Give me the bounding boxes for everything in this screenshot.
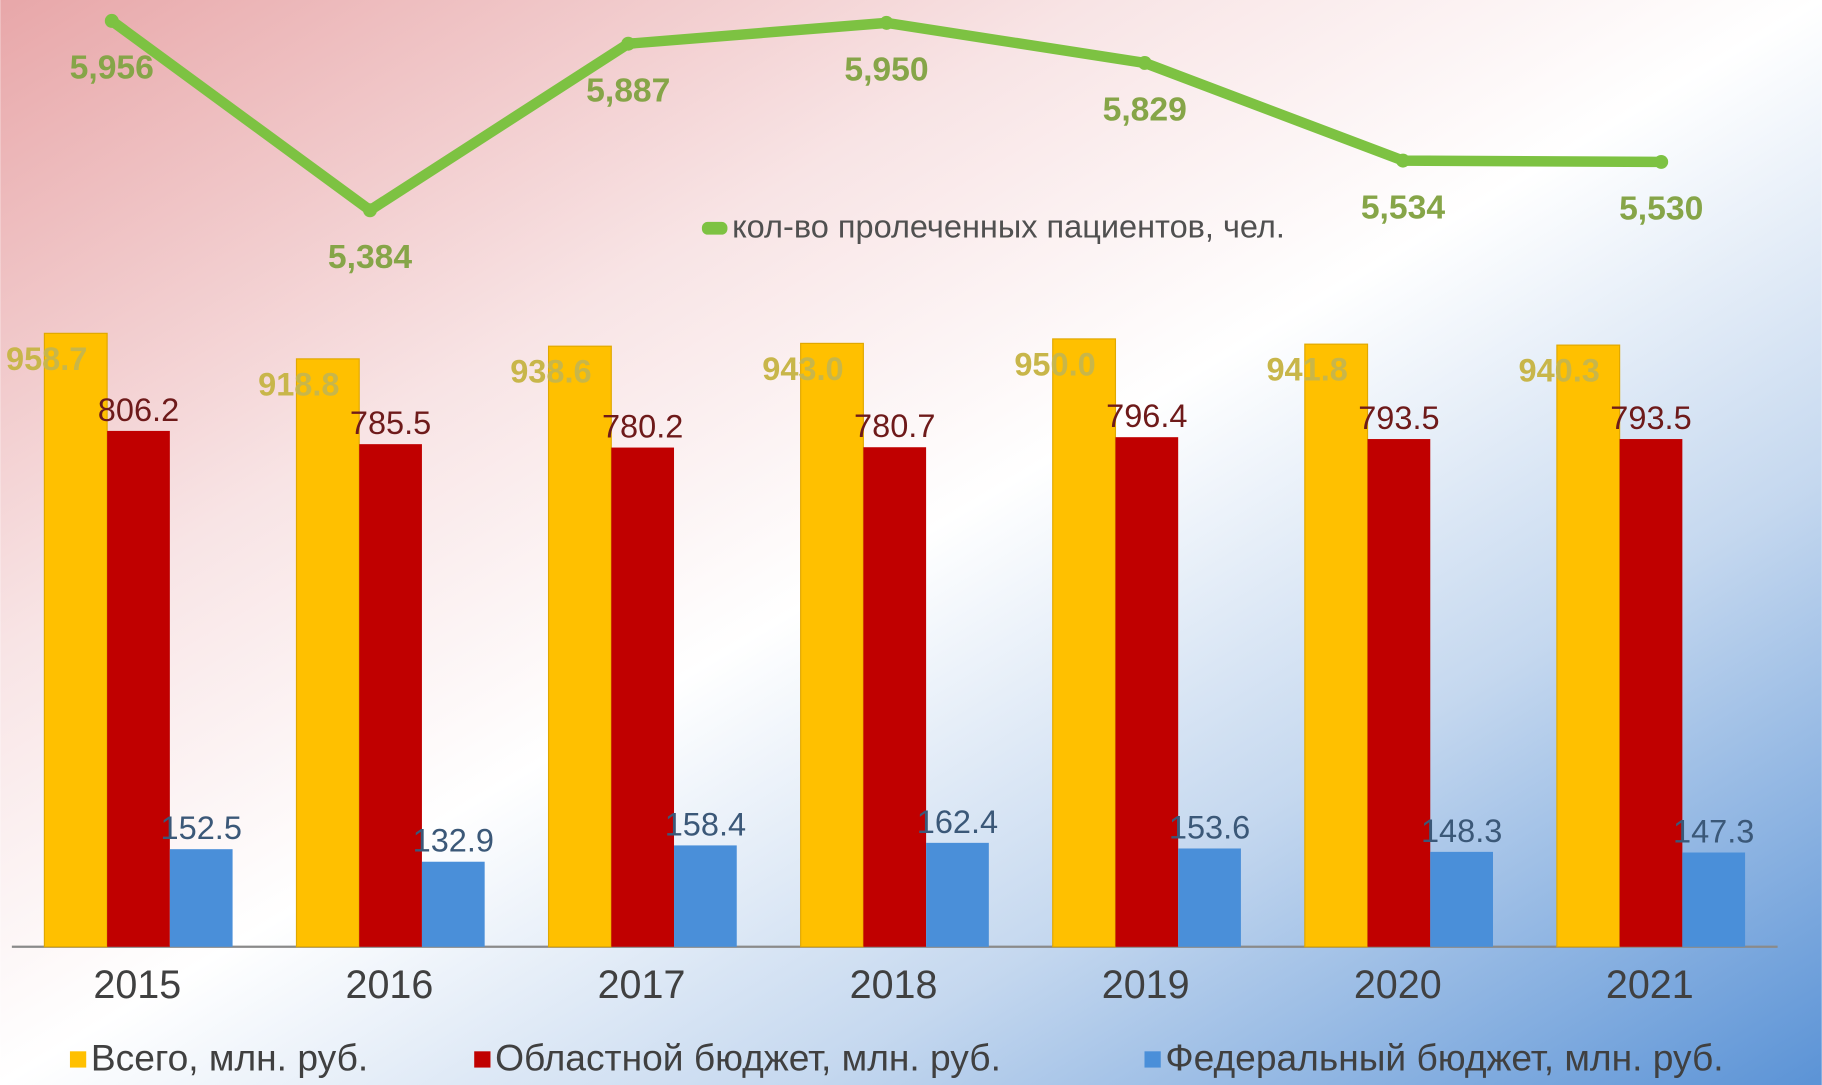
data-label: 5,956 bbox=[70, 50, 154, 87]
bar bbox=[295, 358, 360, 948]
bar bbox=[1178, 848, 1241, 947]
data-label: 5,384 bbox=[328, 239, 413, 276]
legend-swatch bbox=[701, 221, 728, 235]
data-label: 132.9 bbox=[413, 823, 494, 859]
data-label: 793.5 bbox=[1610, 400, 1691, 436]
bar bbox=[863, 447, 927, 947]
data-label: 5,530 bbox=[1619, 191, 1703, 228]
data-label: 958.7 bbox=[6, 341, 87, 377]
data-label: 941.8 bbox=[1266, 352, 1347, 388]
line-point bbox=[879, 15, 894, 30]
bar bbox=[926, 842, 989, 947]
bar bbox=[1430, 851, 1493, 947]
bar bbox=[43, 332, 108, 948]
data-label: 5,534 bbox=[1361, 189, 1446, 226]
bar bbox=[1367, 439, 1431, 947]
data-label: 5,950 bbox=[844, 52, 928, 89]
data-label: 148.3 bbox=[1421, 813, 1502, 849]
legend-label: Всего, млн. руб. bbox=[91, 1036, 368, 1078]
bar bbox=[547, 345, 612, 948]
data-label: 940.3 bbox=[1519, 353, 1600, 389]
bar bbox=[359, 444, 422, 947]
bar bbox=[800, 342, 864, 948]
data-label: 147.3 bbox=[1673, 814, 1754, 850]
data-label: 780.2 bbox=[602, 409, 683, 445]
data-label: 918.8 bbox=[258, 366, 339, 402]
bar bbox=[169, 849, 233, 947]
data-label: 950.0 bbox=[1014, 346, 1095, 382]
data-label: 162.4 bbox=[917, 804, 998, 840]
x-tick-label: 2021 bbox=[1606, 963, 1694, 1007]
bar bbox=[421, 861, 485, 947]
x-tick-label: 2020 bbox=[1354, 963, 1442, 1007]
legend-label: Областной бюджет, млн. руб. bbox=[495, 1036, 1001, 1078]
data-label: 780.7 bbox=[854, 408, 935, 444]
data-label: 153.6 bbox=[1169, 809, 1250, 845]
data-label: 5,829 bbox=[1103, 92, 1187, 129]
x-tick-label: 2015 bbox=[93, 963, 181, 1007]
data-label: 5,887 bbox=[586, 72, 670, 109]
data-label: 796.4 bbox=[1106, 398, 1187, 434]
line-point bbox=[1654, 154, 1669, 169]
legend-swatch bbox=[474, 1051, 491, 1068]
x-tick-label: 2018 bbox=[850, 963, 938, 1007]
legend-label: Федеральный бюджет, млн. руб. bbox=[1165, 1036, 1723, 1078]
data-label: 806.2 bbox=[98, 392, 179, 428]
line-point bbox=[363, 203, 377, 218]
line-point bbox=[1137, 55, 1152, 70]
bar bbox=[1682, 852, 1746, 947]
data-label: 793.5 bbox=[1358, 400, 1439, 436]
legend-label: кол-во пролеченных пациентов, чел. bbox=[732, 208, 1285, 244]
bar bbox=[1619, 439, 1683, 947]
legend-swatch bbox=[69, 1051, 87, 1068]
bar bbox=[1304, 343, 1369, 948]
data-label: 152.5 bbox=[161, 810, 242, 846]
bar bbox=[611, 447, 675, 947]
line-point bbox=[104, 13, 119, 28]
bar bbox=[107, 430, 170, 947]
bar bbox=[1052, 338, 1117, 948]
data-label: 938.6 bbox=[510, 354, 591, 390]
data-label: 158.4 bbox=[665, 806, 746, 842]
x-tick-label: 2017 bbox=[598, 963, 686, 1007]
bar bbox=[1556, 344, 1621, 948]
data-label: 943.0 bbox=[762, 351, 843, 387]
line-point bbox=[621, 36, 636, 51]
x-tick-label: 2016 bbox=[345, 963, 433, 1007]
x-tick-label: 2019 bbox=[1102, 963, 1190, 1007]
legend-swatch bbox=[1144, 1051, 1161, 1068]
bar bbox=[1115, 437, 1179, 947]
bar bbox=[674, 845, 737, 947]
line-point bbox=[1395, 153, 1410, 168]
data-label: 785.5 bbox=[350, 405, 431, 441]
